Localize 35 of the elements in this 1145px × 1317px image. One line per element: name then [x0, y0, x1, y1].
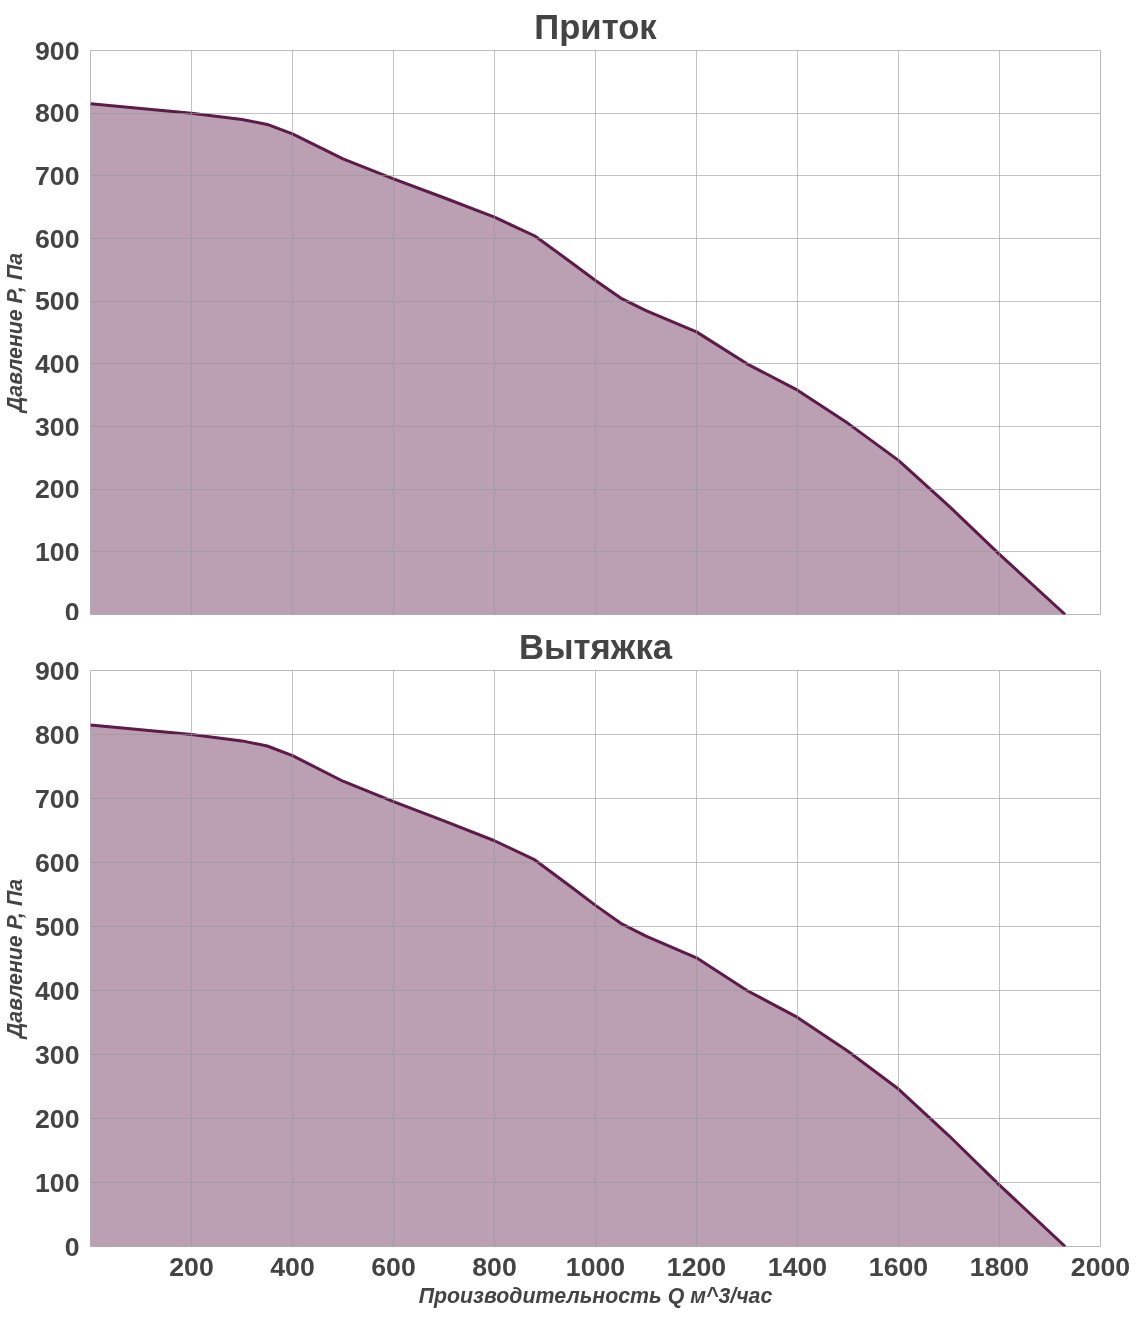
x-tick-label: 600 — [371, 1251, 416, 1282]
y-tick-label: 400 — [35, 348, 80, 379]
chart-title: Вытяжка — [519, 627, 673, 666]
x-tick-label: 1400 — [767, 1251, 828, 1282]
y-tick-label: 0 — [64, 1231, 80, 1262]
y-tick-label: 100 — [35, 1167, 80, 1198]
y-tick-label: 900 — [35, 35, 80, 66]
y-tick-label: 600 — [35, 223, 80, 254]
y-tick-label: 600 — [35, 847, 80, 878]
x-tick-label: 2000 — [1070, 1251, 1131, 1282]
y-tick-label: 200 — [35, 1103, 80, 1134]
y-tick-label: 900 — [35, 655, 80, 686]
chart-title: Приток — [534, 7, 658, 46]
x-tick-label: 800 — [472, 1251, 517, 1282]
y-axis-title: Давление P, Па — [3, 252, 28, 415]
y-tick-label: 800 — [35, 98, 80, 129]
x-tick-label: 400 — [270, 1251, 315, 1282]
y-tick-label: 700 — [35, 783, 80, 814]
y-tick-label: 500 — [35, 286, 80, 317]
y-tick-label: 0 — [64, 596, 80, 627]
x-tick-label: 1600 — [868, 1251, 929, 1282]
x-tick-label: 1800 — [969, 1251, 1030, 1282]
x-tick-label: 1200 — [666, 1251, 727, 1282]
y-tick-label: 700 — [35, 160, 80, 191]
x-tick-label: 1000 — [565, 1251, 626, 1282]
y-axis-title: Давление P, Па — [3, 878, 28, 1041]
y-tick-label: 300 — [35, 411, 80, 442]
y-tick-label: 500 — [35, 911, 80, 942]
y-tick-label: 400 — [35, 975, 80, 1006]
y-tick-label: 200 — [35, 474, 80, 505]
x-tick-label: 200 — [169, 1251, 214, 1282]
y-tick-label: 800 — [35, 719, 80, 750]
y-tick-label: 300 — [35, 1039, 80, 1070]
y-tick-label: 100 — [35, 536, 80, 567]
x-axis-title: Производительность Q м^3/час — [418, 1283, 773, 1308]
